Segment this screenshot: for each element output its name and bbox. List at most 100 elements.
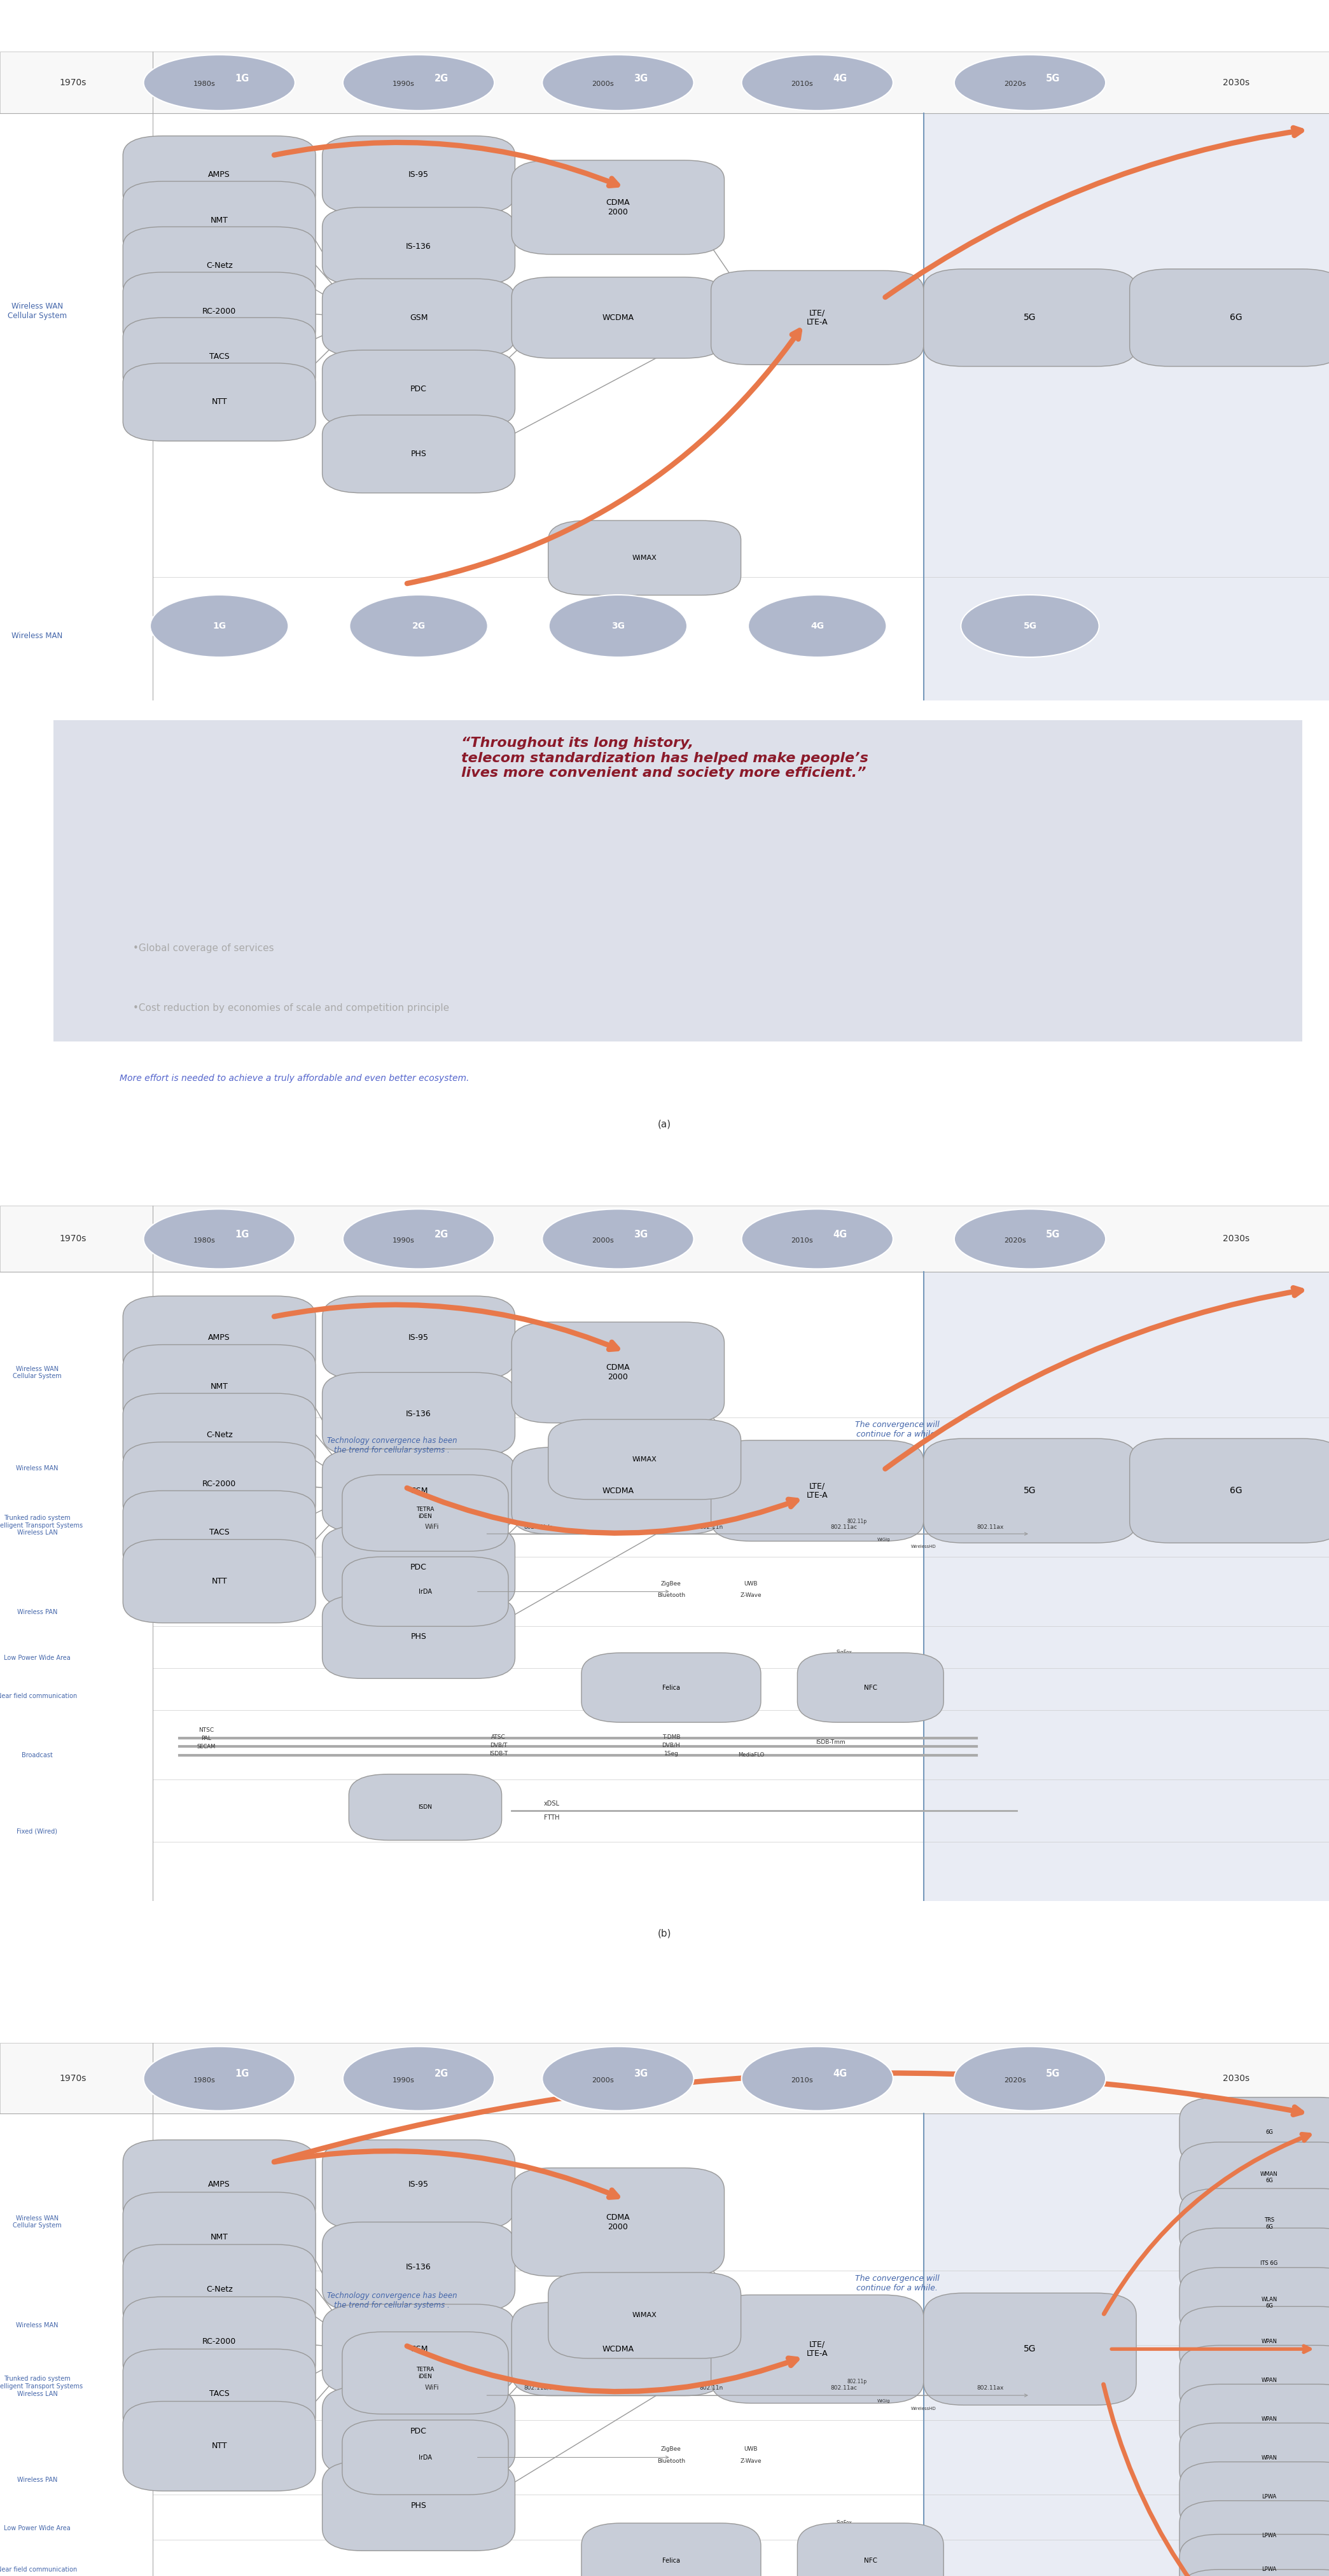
FancyBboxPatch shape: [512, 1448, 724, 1535]
Text: LTE/
LTE-A: LTE/ LTE-A: [807, 1481, 828, 1499]
Text: •Global coverage of services: •Global coverage of services: [133, 943, 274, 953]
Text: Wireless WAN
Cellular System: Wireless WAN Cellular System: [8, 301, 66, 319]
FancyBboxPatch shape: [323, 2306, 516, 2393]
FancyBboxPatch shape: [323, 206, 516, 286]
Text: 2010s: 2010s: [791, 2076, 813, 2084]
FancyBboxPatch shape: [924, 2293, 1136, 2406]
Text: NFC: NFC: [864, 1685, 877, 1690]
Text: UWB: UWB: [744, 2447, 758, 2452]
Text: 1G: 1G: [213, 621, 226, 631]
Ellipse shape: [144, 1208, 295, 1270]
Text: Technology convergence has been
the trend for cellular systems .: Technology convergence has been the tren…: [327, 1437, 457, 1455]
Text: 802.11n: 802.11n: [699, 2385, 723, 2391]
Bar: [924, 2115, 1329, 2576]
Text: 1G: 1G: [235, 1229, 249, 1239]
Text: LTE/
LTE-A: LTE/ LTE-A: [807, 2339, 828, 2357]
FancyBboxPatch shape: [122, 1345, 316, 1427]
FancyBboxPatch shape: [342, 1473, 508, 1551]
Text: 2G: 2G: [435, 75, 448, 82]
Text: AMPS: AMPS: [209, 2179, 230, 2190]
FancyBboxPatch shape: [549, 520, 742, 595]
Text: IS-136: IS-136: [405, 242, 432, 250]
Ellipse shape: [150, 595, 288, 657]
Text: (b): (b): [658, 1929, 671, 1937]
Ellipse shape: [542, 54, 694, 111]
Text: Wireless MAN: Wireless MAN: [16, 1466, 58, 1471]
Bar: [0, 1206, 1329, 1273]
Text: “Throughout its long history,
telecom standardization has helped make people’s
l: “Throughout its long history, telecom st…: [461, 737, 868, 778]
FancyBboxPatch shape: [122, 137, 316, 214]
Text: GSM: GSM: [409, 1486, 428, 1494]
Text: 2030s: 2030s: [1223, 77, 1249, 88]
Text: 6G: 6G: [1229, 1486, 1243, 1494]
Text: 5G: 5G: [1023, 2344, 1037, 2354]
Text: 3G: 3G: [634, 1229, 647, 1239]
FancyBboxPatch shape: [323, 1373, 516, 1455]
Text: 6G: 6G: [1229, 314, 1243, 322]
Text: Z-Wave: Z-Wave: [740, 2458, 762, 2465]
Text: The convergence will
continue for a while.: The convergence will continue for a whil…: [855, 1419, 940, 1437]
Bar: [0, 52, 1329, 113]
FancyBboxPatch shape: [323, 2460, 516, 2550]
Text: 3G: 3G: [634, 75, 647, 82]
Text: 2030s: 2030s: [1223, 2074, 1249, 2084]
Text: T-DMB: T-DMB: [662, 1734, 680, 1739]
FancyBboxPatch shape: [1180, 2463, 1329, 2532]
FancyBboxPatch shape: [122, 180, 316, 260]
Text: NeU: NeU: [878, 2527, 889, 2532]
Text: WCDMA: WCDMA: [602, 1486, 634, 1494]
Text: TETRA
iDEN: TETRA iDEN: [416, 1507, 435, 1520]
Text: C-Netz: C-Netz: [206, 1430, 233, 1440]
Text: DVB/T: DVB/T: [489, 1741, 508, 1749]
Text: GSM: GSM: [409, 314, 428, 322]
FancyBboxPatch shape: [323, 350, 516, 428]
Text: Bluetooth: Bluetooth: [657, 2458, 686, 2465]
Ellipse shape: [542, 1208, 694, 1270]
Text: Broadcast: Broadcast: [21, 1752, 53, 1759]
Ellipse shape: [748, 595, 886, 657]
Text: ZigBee: ZigBee: [661, 2447, 682, 2452]
Text: C-Netz: C-Netz: [206, 263, 233, 270]
Text: WLAN
6G: WLAN 6G: [1261, 2298, 1277, 2308]
Text: WCDMA: WCDMA: [602, 2344, 634, 2354]
Text: 5G: 5G: [1023, 621, 1037, 631]
Text: 1980s: 1980s: [193, 2076, 215, 2084]
FancyBboxPatch shape: [924, 268, 1136, 366]
Ellipse shape: [549, 595, 687, 657]
Text: IS-95: IS-95: [408, 170, 429, 178]
FancyBboxPatch shape: [549, 1419, 742, 1499]
Text: WPAN: WPAN: [1261, 2455, 1277, 2460]
Text: 1980s: 1980s: [193, 80, 215, 88]
Text: ISDB-T: ISDB-T: [489, 1752, 508, 1757]
Text: SigFox: SigFox: [836, 2519, 852, 2527]
Text: TACS: TACS: [209, 1528, 230, 1538]
FancyBboxPatch shape: [122, 227, 316, 304]
Text: TACS: TACS: [209, 2391, 230, 2398]
Text: Low Power Wide Area: Low Power Wide Area: [4, 1654, 70, 1662]
Text: LoRa: LoRa: [839, 1664, 849, 1669]
Text: Wireless PAN: Wireless PAN: [17, 1610, 57, 1615]
Text: ZigBee: ZigBee: [661, 1582, 682, 1587]
Ellipse shape: [742, 54, 893, 111]
Text: WiMAX: WiMAX: [633, 2313, 657, 2318]
FancyBboxPatch shape: [122, 1492, 316, 1574]
FancyBboxPatch shape: [122, 1296, 316, 1381]
Text: SECAM: SECAM: [197, 1744, 215, 1749]
Text: More effort is needed to achieve a truly affordable and even better ecosystem.: More effort is needed to achieve a truly…: [120, 1074, 469, 1082]
FancyBboxPatch shape: [512, 2169, 724, 2277]
FancyBboxPatch shape: [342, 1556, 508, 1625]
Text: 1970s: 1970s: [60, 2074, 86, 2084]
Text: 2010s: 2010s: [791, 80, 813, 88]
Text: LPWA: LPWA: [1261, 2566, 1277, 2573]
Text: Wireless WAN
Cellular System: Wireless WAN Cellular System: [13, 1365, 61, 1378]
FancyBboxPatch shape: [122, 317, 316, 397]
Bar: [924, 113, 1329, 701]
FancyBboxPatch shape: [797, 2522, 944, 2576]
FancyBboxPatch shape: [122, 363, 316, 440]
Text: Wireless MAN: Wireless MAN: [12, 631, 62, 639]
Ellipse shape: [954, 1208, 1106, 1270]
Text: 2030s: 2030s: [1223, 1234, 1249, 1244]
Text: WCDMA: WCDMA: [602, 314, 634, 322]
Text: 802.11ac: 802.11ac: [831, 2385, 857, 2391]
Text: 4G: 4G: [833, 75, 847, 82]
